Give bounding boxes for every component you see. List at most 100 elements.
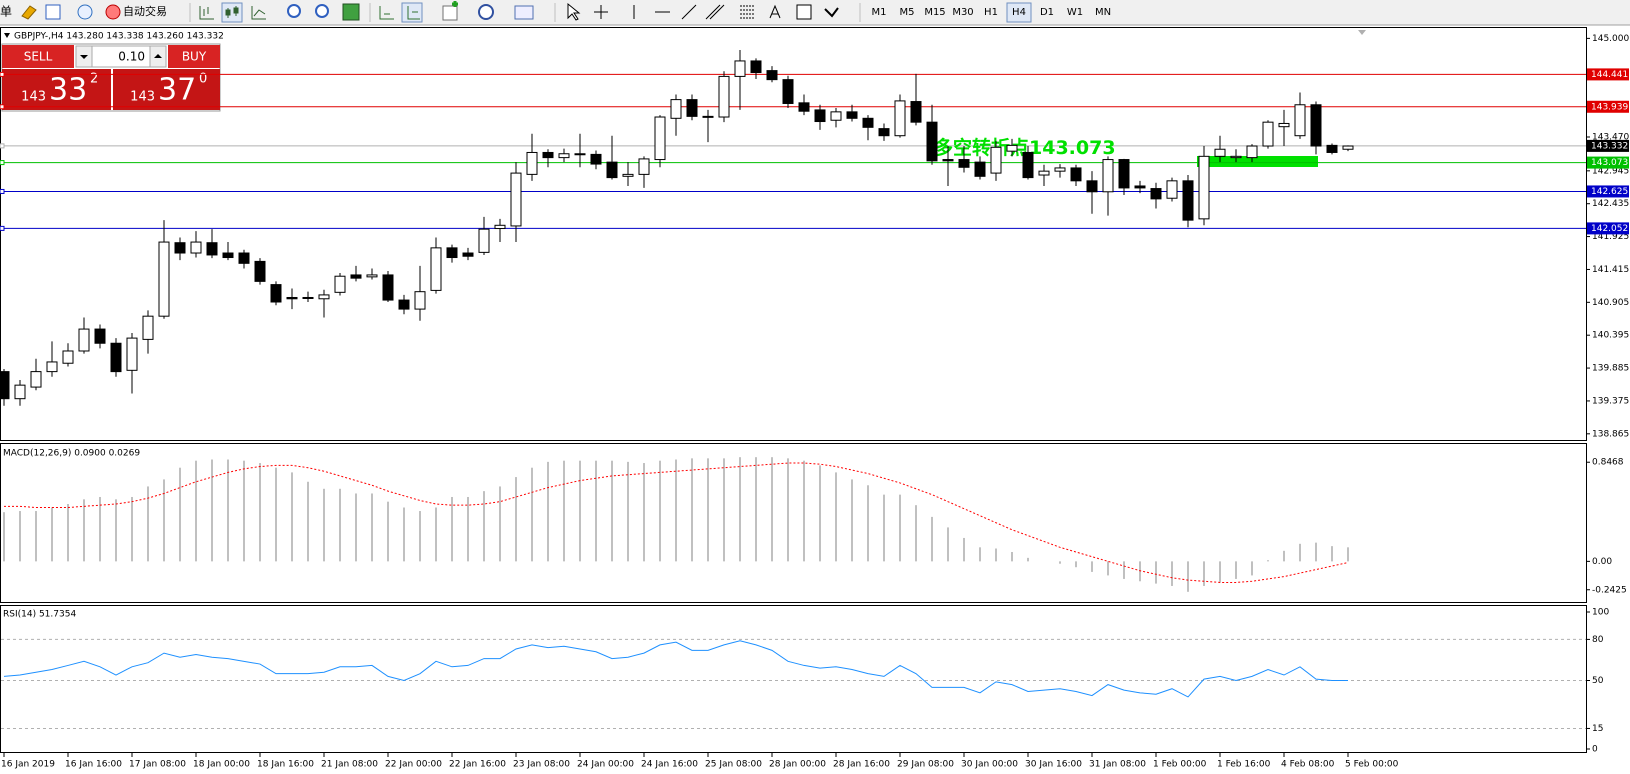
annotation: 多空转折点143.073 (934, 136, 1116, 159)
sell-label[interactable]: SELL (24, 50, 53, 64)
candle-body (494, 224, 506, 230)
timeframe-button[interactable]: M1 (872, 7, 887, 18)
candle-body (1230, 155, 1242, 159)
candle-body (814, 109, 826, 123)
candle-body (654, 116, 666, 161)
icon-bar-chart[interactable] (199, 6, 214, 20)
icon-line-chart[interactable] (251, 6, 266, 20)
candle-body (110, 342, 122, 373)
y-tick-label: -0.2425 (1592, 585, 1627, 595)
icon-candles-pressed[interactable] (221, 2, 243, 23)
level-label-box (1587, 156, 1629, 169)
sell-button[interactable] (2, 45, 74, 68)
icon-indicators[interactable] (442, 5, 458, 21)
buy-button[interactable] (168, 45, 220, 68)
bid-box[interactable] (2, 69, 111, 110)
icon-text[interactable] (769, 4, 781, 19)
candle-body (414, 291, 426, 310)
candle-body (990, 146, 1002, 174)
icon-label[interactable] (796, 4, 812, 20)
auto-trading-label[interactable]: 自动交易 (123, 4, 167, 18)
candle-body (462, 252, 474, 257)
x-tick-label: 24 Jan 16:00 (641, 760, 698, 770)
timeframe-button[interactable]: M15 (924, 7, 945, 18)
level-label: 144.441 (1591, 70, 1628, 80)
candle-body (782, 79, 794, 104)
icon-periods[interactable] (478, 4, 494, 20)
icon-trendline[interactable] (681, 4, 697, 20)
icon-cursor[interactable] (567, 2, 581, 21)
y-tick-label: 0.8468 (1592, 458, 1624, 468)
level-label: 143.939 (1591, 102, 1628, 112)
candle-body (334, 275, 346, 293)
symbol-menu-arrow[interactable] (4, 33, 10, 38)
timeframe-button[interactable]: D1 (1040, 7, 1054, 18)
icon-tile[interactable] (342, 3, 360, 21)
timeframe-button[interactable]: W1 (1067, 7, 1083, 18)
candle-body (222, 252, 234, 259)
candle-body (526, 151, 538, 175)
icon-shift[interactable] (407, 6, 420, 20)
candle-body (238, 252, 250, 264)
icon-candles[interactable] (225, 6, 239, 18)
menu-fragment[interactable]: 单 (0, 5, 12, 19)
toolbar (0, 0, 1630, 25)
lot-value[interactable]: 0.10 (118, 50, 145, 64)
candle-body (1342, 145, 1354, 150)
candle-body (1134, 185, 1146, 189)
candle-body (542, 151, 554, 159)
timeframe-button[interactable]: MN (1095, 7, 1111, 18)
timeframe-button[interactable]: M5 (900, 7, 915, 18)
icon-market-watch[interactable] (45, 4, 61, 20)
y-tick-label: 100 (1592, 608, 1609, 618)
shift-marker (1358, 30, 1366, 35)
x-tick-label: 22 Jan 16:00 (449, 760, 506, 770)
icon-fibo[interactable] (740, 5, 754, 19)
x-tick-label: 4 Feb 08:00 (1281, 760, 1335, 770)
ask-box[interactable] (113, 69, 220, 110)
candle-body (798, 102, 810, 112)
timeframe-button[interactable]: H4 (1012, 7, 1026, 18)
candle-body (894, 100, 906, 137)
lot-up-arrow (154, 54, 162, 58)
x-tick-label: 16 Jan 16:00 (65, 760, 122, 770)
bid-pip: 2 (90, 72, 98, 87)
candle-body (382, 274, 394, 301)
icon-add[interactable] (452, 1, 458, 7)
icon-templates[interactable] (514, 5, 534, 20)
candle-body (846, 111, 858, 119)
candle-body (734, 60, 746, 77)
candle-body (510, 172, 522, 227)
icon-arrows[interactable] (824, 7, 839, 18)
y-tick-label: 140.395 (1592, 331, 1629, 341)
x-tick-label: 5 Feb 00:00 (1345, 760, 1399, 770)
x-tick-label: 30 Jan 00:00 (961, 760, 1018, 770)
x-tick-label: 24 Jan 00:00 (577, 760, 634, 770)
icon-signals[interactable] (77, 4, 93, 20)
candle-body (286, 296, 298, 300)
icon-autoscroll[interactable] (379, 6, 394, 20)
candle-body (558, 153, 570, 159)
buy-label[interactable]: BUY (182, 50, 207, 64)
candle-body (14, 384, 26, 400)
candle-body (1102, 159, 1114, 193)
timeframe-pressed[interactable] (1006, 2, 1032, 23)
level-label-box (1587, 68, 1629, 81)
candle-body (478, 228, 490, 253)
candle-body (1278, 122, 1290, 128)
icon-auto-trading[interactable] (105, 4, 121, 20)
timeframe-button[interactable]: H1 (984, 7, 998, 18)
icon-channel[interactable] (705, 4, 725, 20)
candle-body (670, 99, 682, 119)
bid-big: 143 (21, 90, 46, 105)
candle-body (366, 274, 378, 278)
timeframe-button[interactable]: M30 (952, 7, 973, 18)
candle-body (1294, 104, 1306, 137)
icon-zoom-out[interactable] (315, 4, 329, 18)
icon-crosshair[interactable] (594, 5, 608, 19)
icon-new-order[interactable] (21, 5, 37, 20)
rsi-title: RSI(14) 51.7354 (3, 610, 76, 620)
y-tick-label: 138.865 (1592, 429, 1629, 439)
candle-body (1246, 145, 1258, 159)
icon-zoom-in[interactable] (287, 4, 301, 18)
